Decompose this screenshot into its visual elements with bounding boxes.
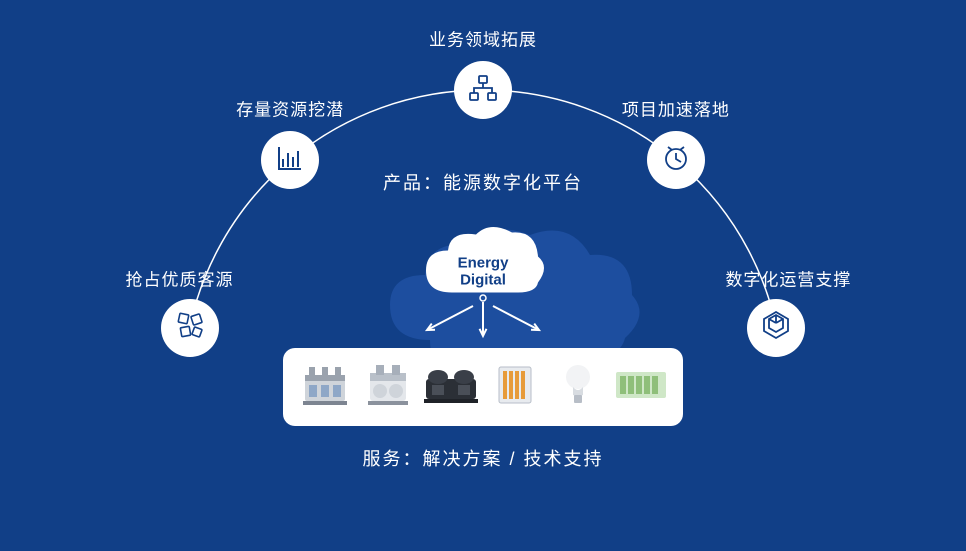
node-digitalops-label: 数字化运营支撑 [725,265,851,290]
compressor-icon [362,361,414,414]
node-resource [261,131,319,189]
clock-icon [660,142,692,179]
device-chiller [420,348,483,426]
node-project [647,131,705,189]
cloud-line2: Digital [460,272,506,289]
cloud-badge: Energy Digital [418,223,548,314]
device-bulb [546,348,609,426]
service-title: 服务：解决方案 / 技术支持 [362,445,603,471]
bulb-icon [563,361,593,414]
transformer-icon [299,361,351,414]
node-resource-label: 存量资源挖潜 [236,96,344,121]
node-digitalops [747,299,805,357]
node-customer [161,299,219,357]
barchart-icon [275,143,305,178]
device-compressor [356,348,419,426]
rack-icon [493,361,537,414]
puzzle-icon [174,309,206,346]
diagram-canvas: 产品：能源数字化平台 Energy Digital 服务：解决方案 / 技术支持… [0,0,966,551]
cube-icon [760,309,792,346]
cloud-line1: Energy [458,255,509,272]
node-customer-label: 抢占优质客源 [126,265,234,290]
product-title: 产品：能源数字化平台 [383,169,583,195]
network-icon [467,72,499,109]
node-business [454,61,512,119]
node-business-label: 业务领域拓展 [429,26,537,51]
cloud-text: Energy Digital [418,255,548,290]
chiller-icon [422,363,480,412]
device-battery [483,348,546,426]
node-project-label: 项目加速落地 [622,96,730,121]
device-transformer [293,348,356,426]
board-icon [613,366,669,409]
device-board [610,348,673,426]
device-panel [283,348,683,426]
